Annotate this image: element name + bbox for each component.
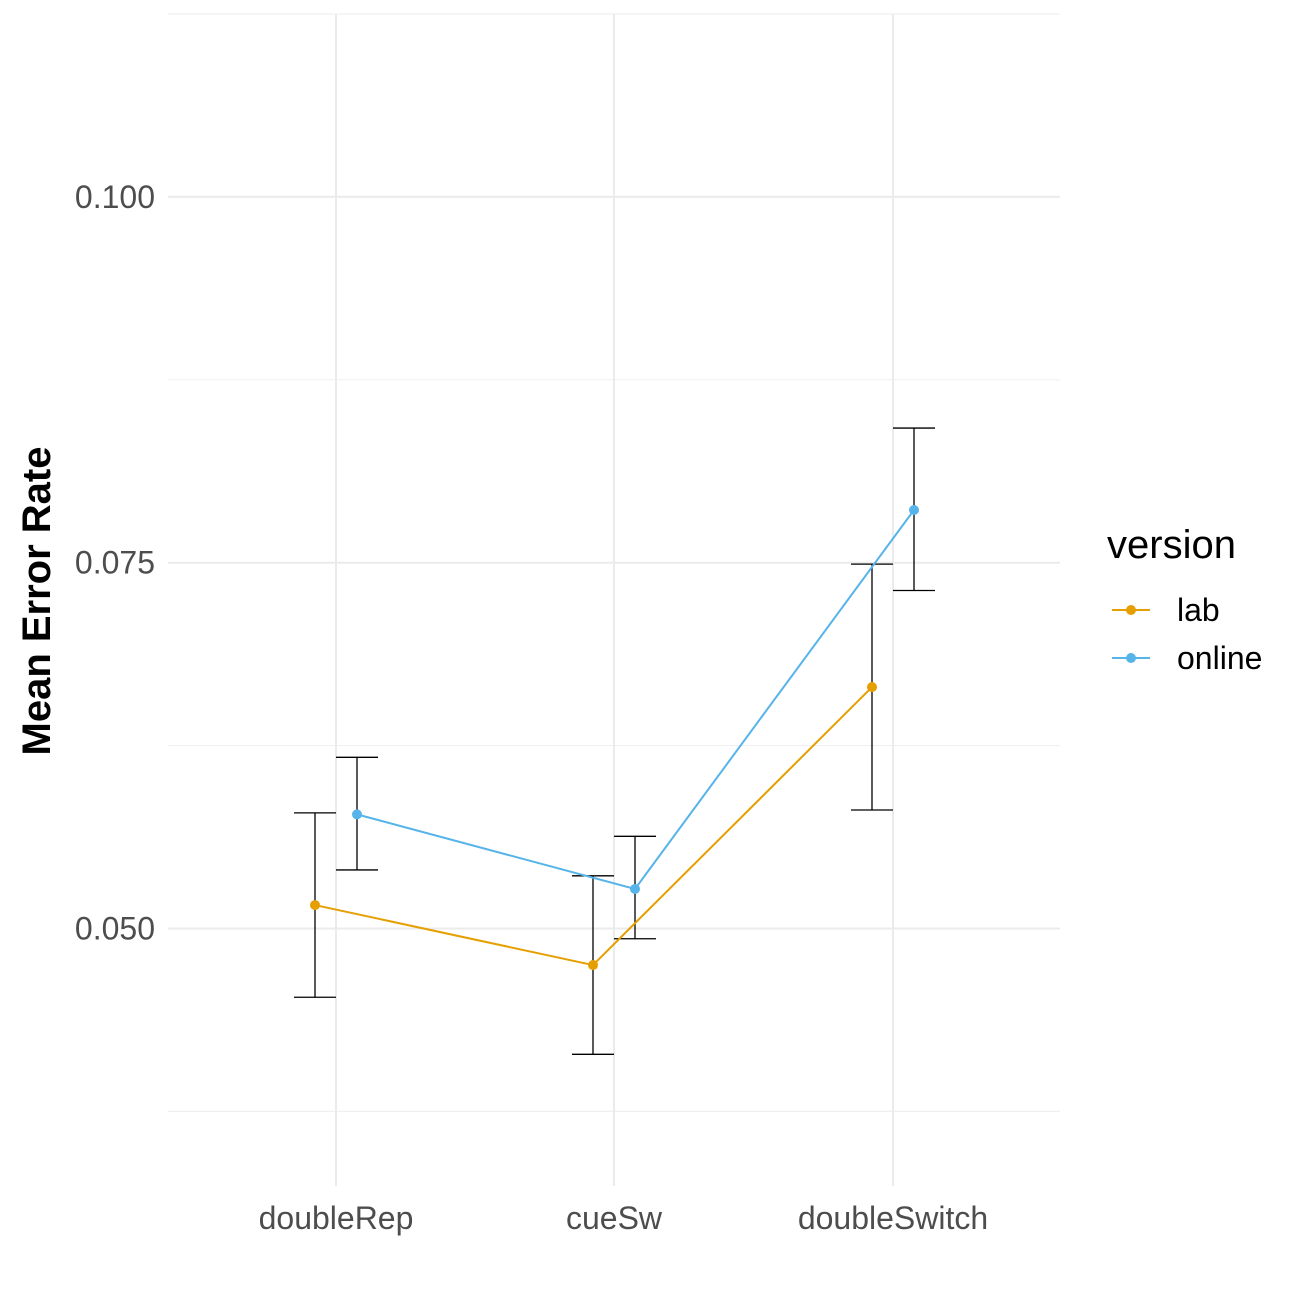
legend: version lab online — [1107, 523, 1262, 676]
legend-item-lab: lab — [1112, 592, 1220, 628]
legend-key-point — [1126, 605, 1136, 615]
x-axis-ticks: doubleRep cueSw doubleSwitch — [259, 1200, 989, 1236]
data-point-lab — [310, 900, 320, 911]
data-point-online — [352, 809, 362, 820]
y-axis-ticks: 0.050 0.075 0.100 — [75, 179, 155, 947]
y-tick-label: 0.075 — [75, 545, 155, 581]
grid-major — [168, 14, 1060, 1186]
legend-title: version — [1107, 523, 1236, 567]
x-tick-label: doubleSwitch — [798, 1200, 988, 1236]
y-tick-label: 0.100 — [75, 179, 155, 215]
legend-item-online: online — [1112, 640, 1262, 676]
data-point-lab — [588, 960, 598, 971]
series-line-online — [356, 509, 915, 891]
data-point-lab — [867, 682, 877, 693]
x-tick-label: doubleRep — [259, 1200, 414, 1236]
data-point-online — [909, 505, 919, 516]
series-points — [310, 505, 919, 971]
data-point-online — [630, 883, 640, 894]
legend-key-point — [1126, 653, 1136, 663]
legend-label: online — [1177, 640, 1262, 676]
y-axis-title: Mean Error Rate — [15, 447, 59, 756]
x-tick-label: cueSw — [566, 1200, 663, 1236]
y-tick-label: 0.050 — [75, 910, 155, 946]
legend-label: lab — [1177, 592, 1220, 628]
legend-items: lab online — [1112, 592, 1262, 676]
